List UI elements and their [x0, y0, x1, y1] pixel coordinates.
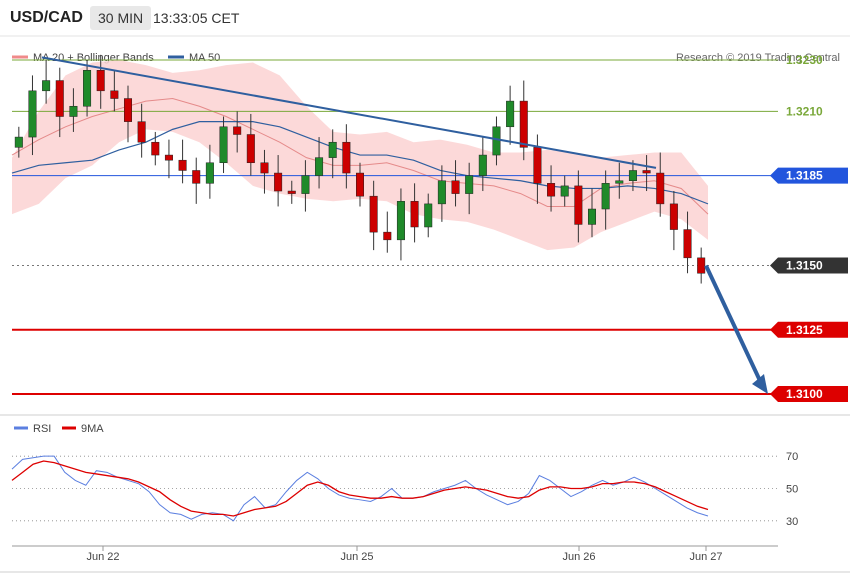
candle-body [656, 172, 665, 205]
candle-body [478, 154, 487, 176]
candle-body [424, 203, 433, 228]
candle-body [492, 126, 501, 156]
candle-body [355, 172, 365, 197]
candle-body [506, 100, 515, 128]
level-tag-1.3125 [770, 321, 848, 338]
candle-body [396, 201, 405, 241]
candle-body [547, 183, 556, 197]
candle-body [697, 257, 706, 274]
candle-body [205, 162, 214, 184]
rsi-9ma-line [11, 460, 709, 517]
candle-body [410, 201, 419, 228]
rsi-line [11, 455, 709, 522]
candle-body [233, 126, 242, 135]
candle-body [274, 172, 283, 192]
candle-body [96, 70, 105, 92]
candle-body [383, 231, 392, 241]
candle-body [151, 141, 160, 156]
projection-arrow-head [752, 374, 768, 395]
candle-body [628, 170, 637, 182]
rsi-tick-50: 50 [786, 484, 798, 496]
candle-body [465, 175, 474, 194]
candle-body [642, 170, 651, 174]
candle-body [192, 170, 201, 184]
candle-body [164, 154, 173, 161]
candle-body [137, 121, 146, 143]
candle-body [587, 208, 597, 225]
clock-label: 13:33:05 CET [153, 10, 240, 26]
resistance-trendline [41, 56, 657, 169]
candle-body [246, 134, 255, 164]
candle-body [328, 141, 337, 158]
candle-body [301, 175, 310, 194]
level-label-1.3150: 1.3150 [786, 259, 823, 273]
level-tag-1.3150 [770, 257, 848, 274]
candle-body [260, 162, 269, 174]
x-tick-label: Jun 22 [86, 551, 119, 563]
candle-body [123, 98, 133, 122]
level-label-1.3230: 1.3230 [786, 53, 823, 67]
candle-body [669, 203, 678, 230]
rsi-tick-30: 30 [786, 516, 798, 528]
candle-body [287, 190, 296, 194]
legend-label-ma50: MA 50 [189, 52, 220, 64]
candle-body [437, 180, 446, 205]
candle-body [683, 229, 692, 259]
level-tag-1.3185 [770, 167, 848, 184]
level-label-1.3100: 1.3100 [786, 387, 823, 401]
rsi-tick-70: 70 [786, 451, 798, 463]
candle-body [533, 147, 542, 184]
9ma-legend-label: 9MA [81, 423, 104, 435]
candle-body [315, 157, 324, 176]
candle-body [451, 180, 460, 194]
candle-body [83, 70, 92, 107]
level-tag-1.3100 [770, 386, 848, 403]
legend-label-bollinger: MA 20 + Bollinger Bands [33, 52, 154, 64]
level-label-1.3210: 1.3210 [786, 104, 823, 118]
candle-body [42, 80, 51, 92]
timeframe-badge[interactable]: 30 MIN [90, 6, 152, 30]
x-tick-label: Jun 26 [562, 551, 595, 563]
candle-body [574, 185, 583, 225]
pair-title: USD/CAD [10, 9, 83, 26]
candle-body [342, 141, 351, 174]
candle-body [28, 90, 37, 138]
candle-body [615, 180, 624, 184]
candle-body [69, 105, 78, 117]
rsi-legend-label: RSI [33, 423, 51, 435]
projection-arrow-shaft [704, 264, 764, 386]
candle-body [178, 159, 187, 171]
candle-body [219, 126, 228, 164]
candle-body [110, 90, 119, 99]
candle-body [519, 100, 528, 148]
candle-body [601, 183, 610, 210]
candle-body [55, 80, 64, 117]
research-credit: Research © 2019 Trading Central [676, 52, 840, 64]
level-label-1.3185: 1.3185 [786, 169, 823, 183]
x-tick-label: Jun 27 [689, 551, 722, 563]
candle-body [14, 136, 23, 148]
candle-body [560, 185, 569, 197]
level-label-1.3125: 1.3125 [786, 323, 823, 337]
candle-body [369, 195, 378, 233]
x-tick-label: Jun 25 [340, 551, 373, 563]
